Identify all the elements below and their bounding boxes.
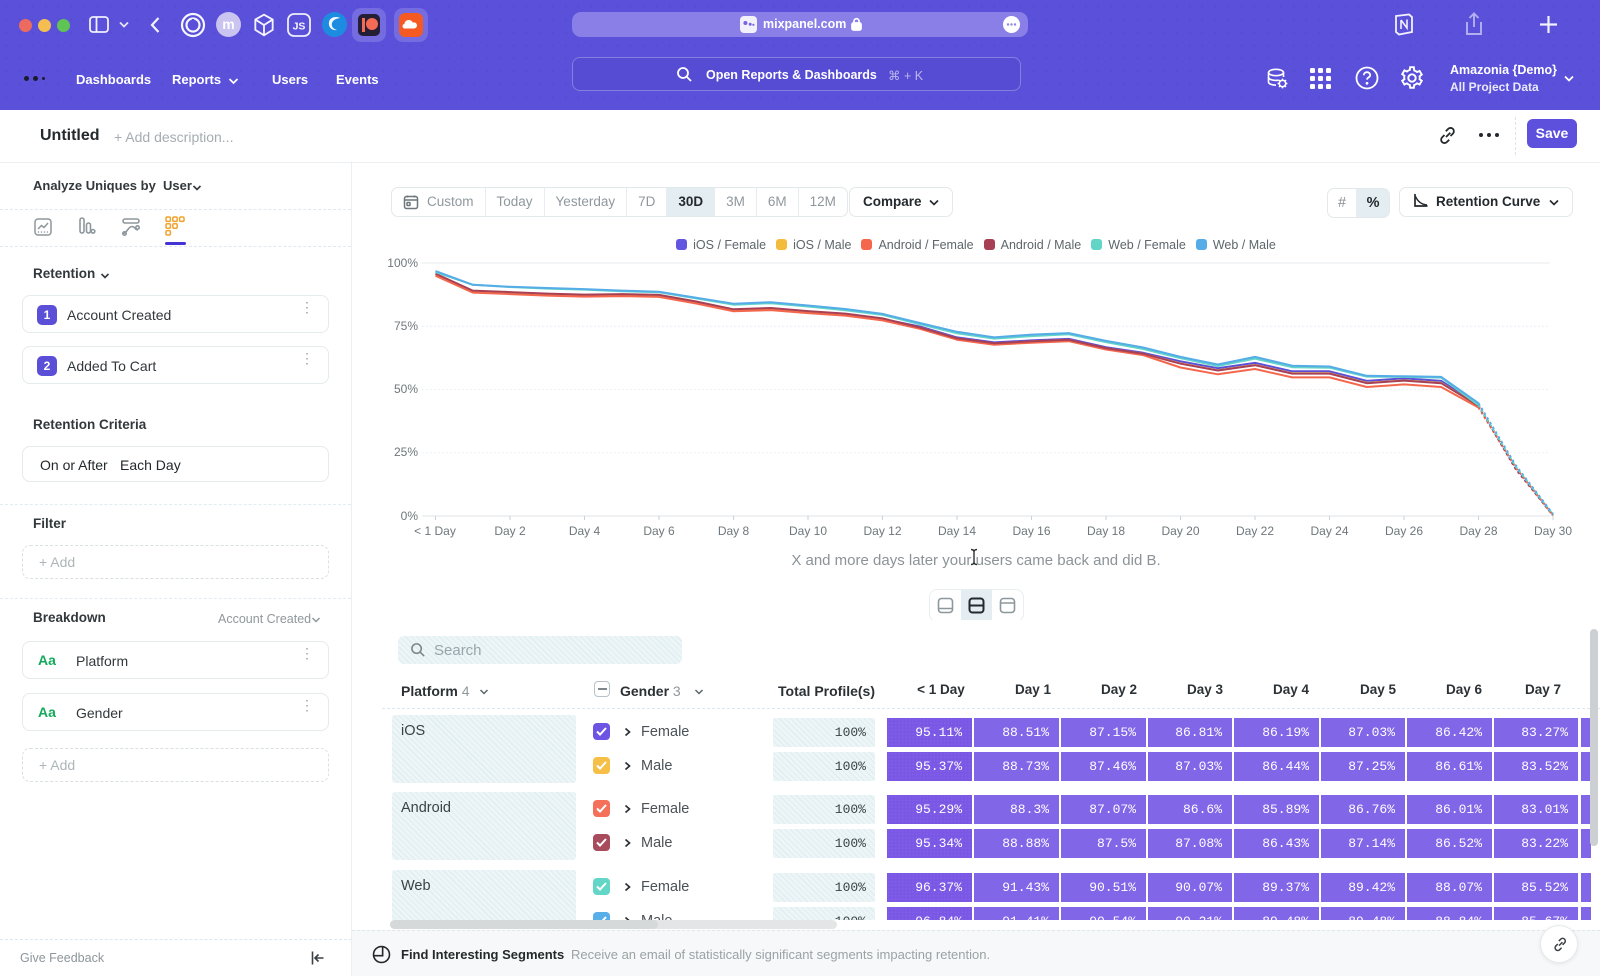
svg-text:JS: JS <box>293 21 306 33</box>
svg-text:Day 8: Day 8 <box>718 524 750 538</box>
svg-text:0%: 0% <box>401 509 419 523</box>
svg-text:Day 6: Day 6 <box>643 524 675 538</box>
svg-text:Day 14: Day 14 <box>938 524 976 538</box>
svg-text:50%: 50% <box>394 382 418 396</box>
svg-text:75%: 75% <box>394 319 418 333</box>
svg-text:100%: 100% <box>387 256 418 270</box>
svg-text:< 1 Day: < 1 Day <box>414 524 456 538</box>
svg-text:Day 12: Day 12 <box>863 524 901 538</box>
svg-text:Day 28: Day 28 <box>1459 524 1497 538</box>
svg-text:Day 30: Day 30 <box>1534 524 1572 538</box>
svg-text:25%: 25% <box>394 445 418 459</box>
svg-text:Day 2: Day 2 <box>494 524 526 538</box>
svg-text:Day 26: Day 26 <box>1385 524 1423 538</box>
svg-text:Day 18: Day 18 <box>1087 524 1125 538</box>
svg-text:Day 24: Day 24 <box>1310 524 1348 538</box>
svg-text:Day 4: Day 4 <box>569 524 601 538</box>
svg-text:Day 16: Day 16 <box>1012 524 1050 538</box>
svg-text:Day 22: Day 22 <box>1236 524 1274 538</box>
svg-text:Day 10: Day 10 <box>789 524 827 538</box>
svg-text:Day 20: Day 20 <box>1161 524 1199 538</box>
